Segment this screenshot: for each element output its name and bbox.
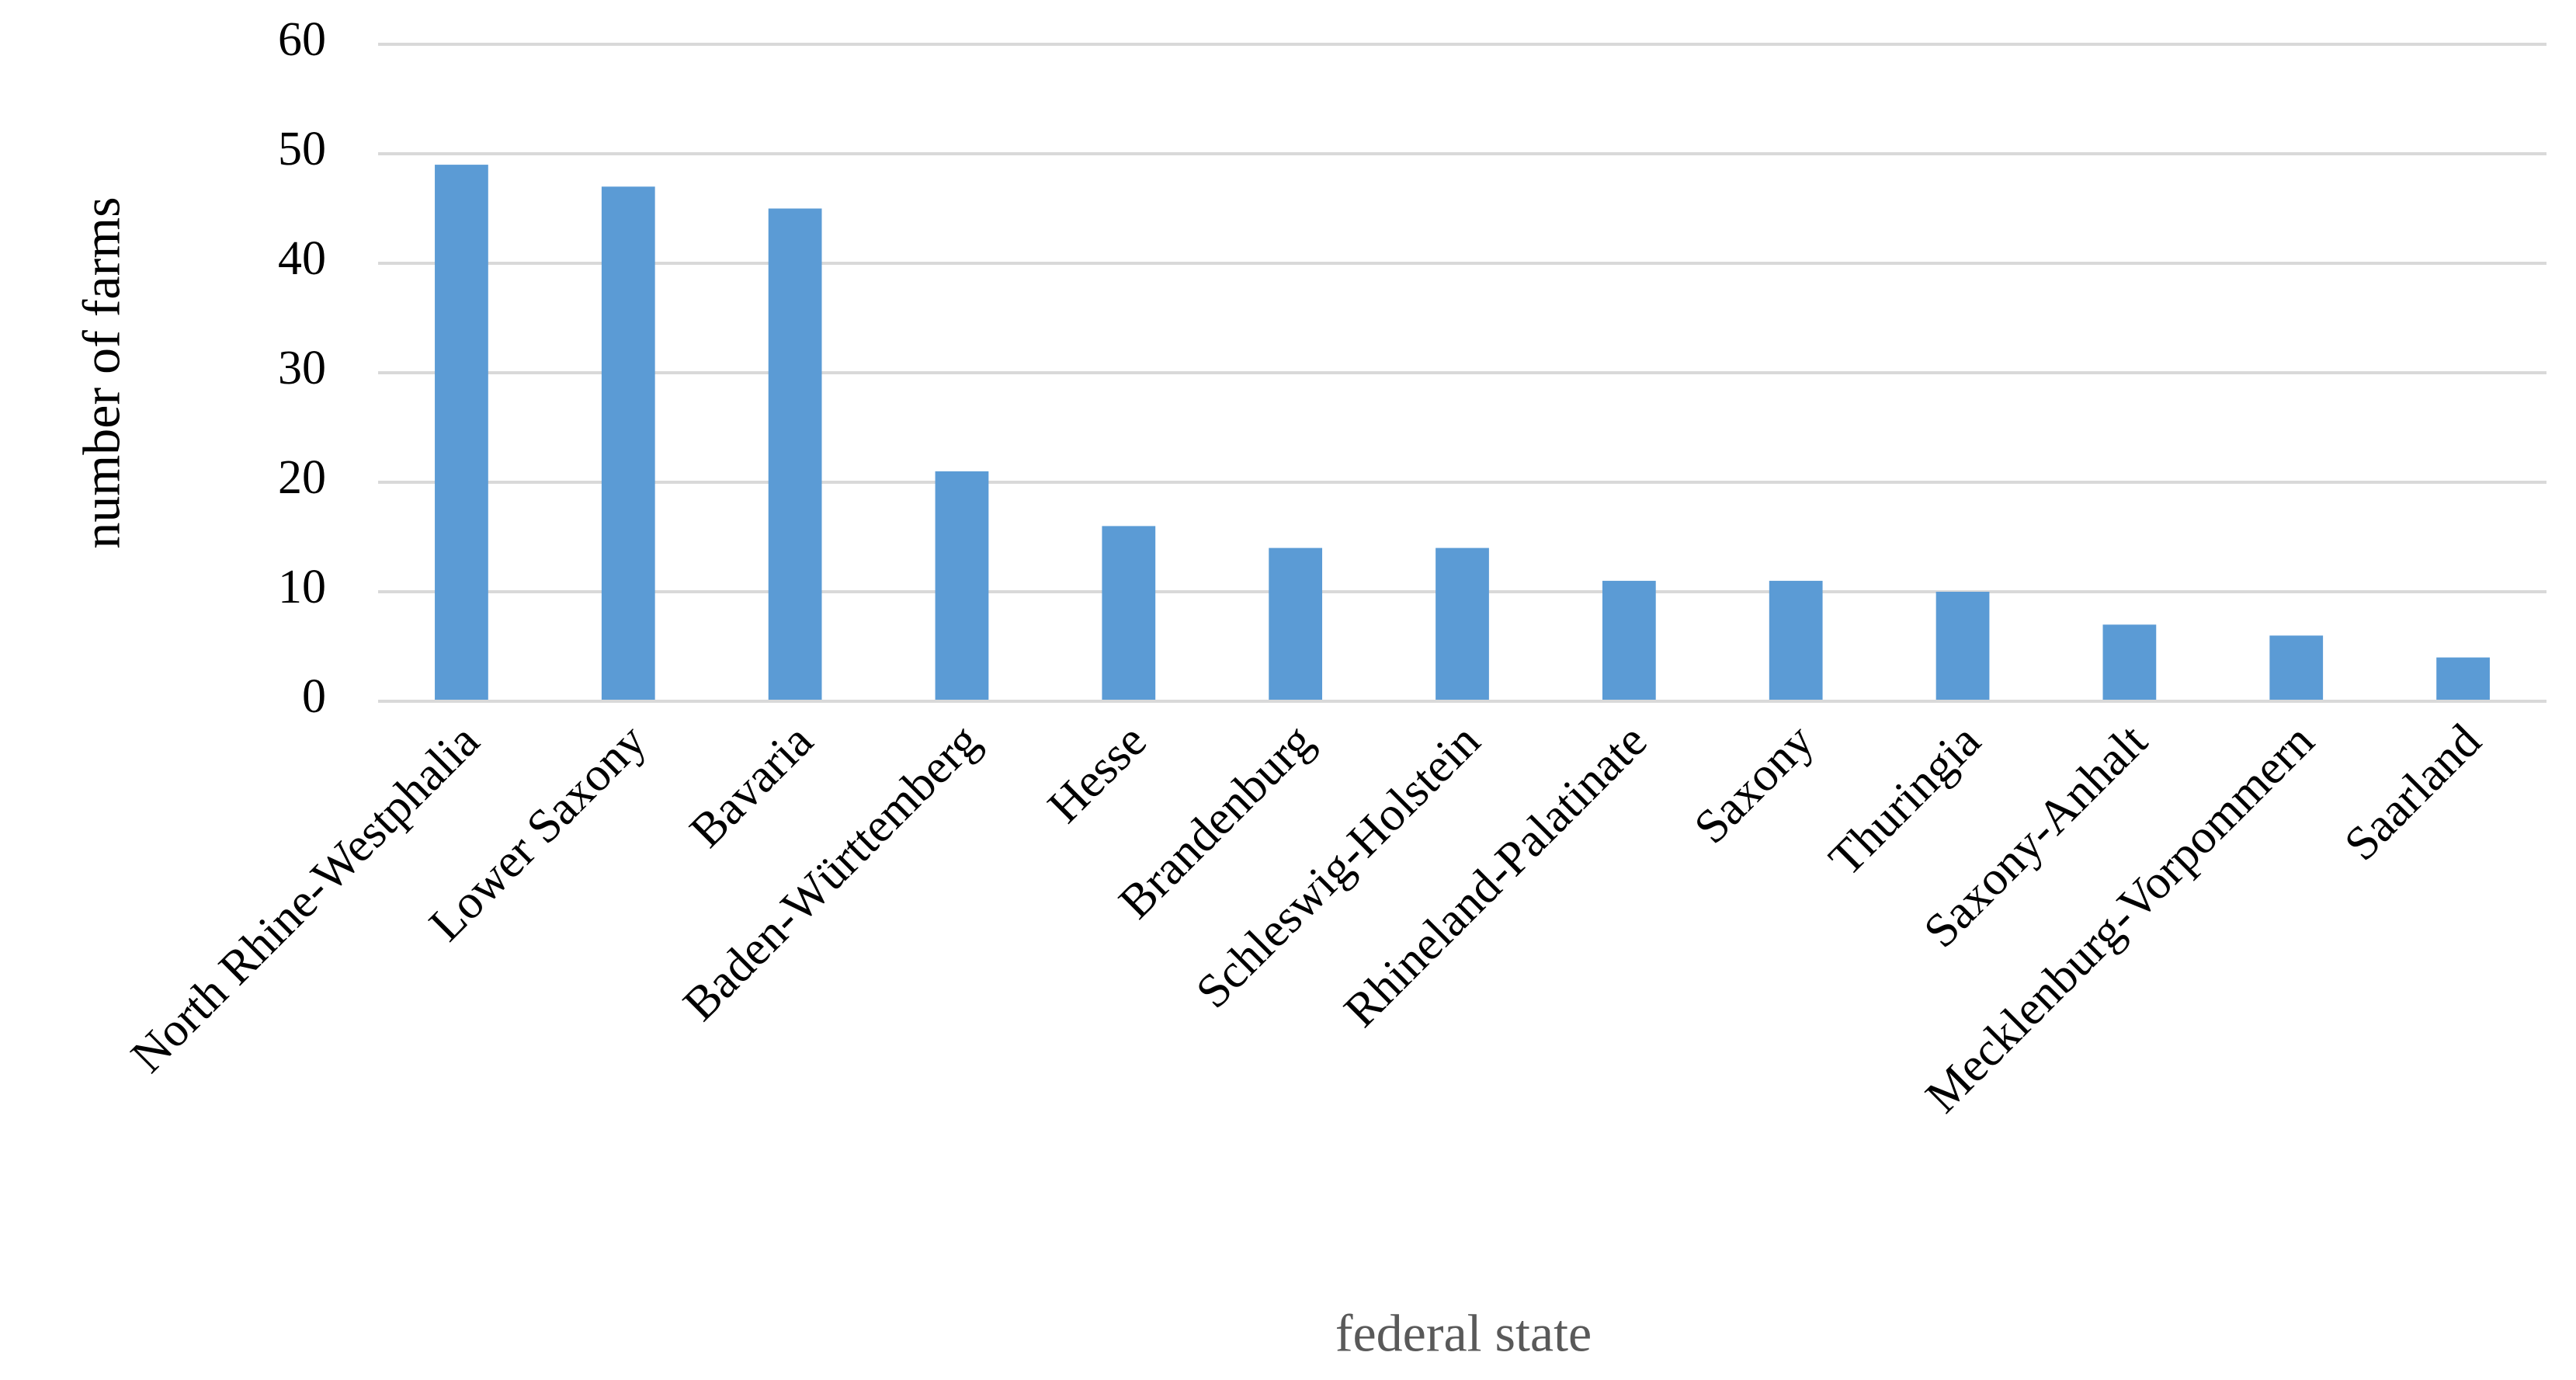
x-tick-label: Baden-Württemberg [673,714,990,1031]
x-axis-title: federal state [1335,1304,1592,1363]
x-tick-label: Thuringia [1819,714,1991,886]
x-tick-label: Bavaria [680,714,823,857]
y-tick-label: 50 [278,123,326,176]
y-tick-label: 30 [278,342,326,395]
bar [1602,580,1656,701]
bar [768,208,822,701]
bar [1769,580,1823,701]
bar [2436,657,2490,701]
bar [601,186,655,702]
x-tick-label: Hesse [1038,714,1157,833]
y-tick-label: 40 [278,232,326,285]
x-tick-label: Rhineland-Palatinate [1335,714,1658,1038]
bar [1436,547,1489,701]
x-tick-label: Saxony [1685,714,1824,854]
bar [1102,526,1156,701]
y-tick-label: 0 [302,670,326,723]
bar [935,471,989,701]
y-tick-label: 20 [278,451,326,504]
y-axis-title: number of farms [72,196,131,548]
bar [435,165,488,702]
bar [2102,624,2157,701]
bar [2269,635,2324,701]
y-tick-label: 60 [278,13,326,66]
y-tick-label: 10 [278,561,326,614]
x-tick-label: Saarland [2335,714,2491,871]
x-tick-label: Schleswig-Holstein [1186,714,1490,1018]
bar [1269,547,1323,701]
bar [1935,592,1990,701]
